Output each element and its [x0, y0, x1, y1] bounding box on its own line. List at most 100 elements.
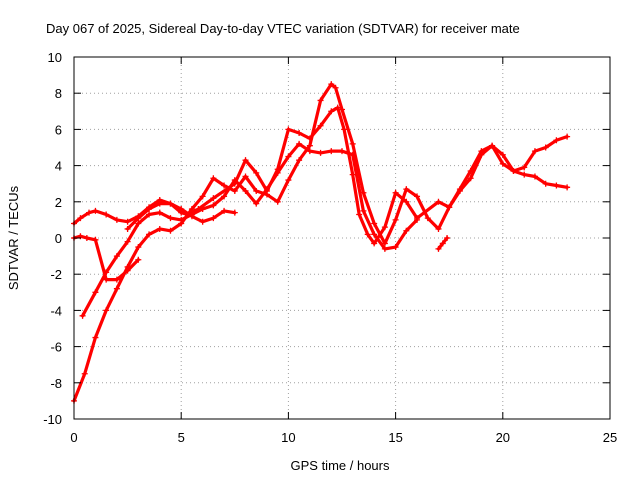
- y-tick-label: 0: [55, 231, 62, 246]
- data-point: [199, 218, 206, 225]
- data-point: [317, 149, 324, 156]
- data-point: [435, 225, 442, 232]
- y-tick-label: -6: [50, 340, 62, 355]
- y-axis-label: SDTVAR / TECUs: [6, 185, 21, 290]
- data-point: [467, 175, 474, 182]
- data-point: [103, 276, 110, 283]
- data-point: [242, 157, 249, 164]
- data-point: [521, 171, 528, 178]
- data-point: [328, 148, 335, 155]
- data-point: [478, 151, 485, 158]
- data-point: [392, 189, 399, 196]
- data-point: [210, 215, 217, 222]
- data-point: [92, 207, 99, 214]
- data-point: [339, 148, 345, 155]
- data-point: [231, 187, 238, 194]
- data-point: [424, 215, 431, 222]
- y-tick-label: 2: [55, 195, 62, 210]
- data-point: [113, 276, 120, 283]
- data-point: [499, 151, 506, 158]
- data-point: [221, 193, 228, 200]
- data-point: [531, 173, 538, 180]
- data-point: [371, 220, 378, 227]
- x-tick-label: 25: [603, 430, 617, 445]
- data-point: [339, 106, 345, 113]
- data-point: [489, 142, 496, 149]
- data-point: [199, 193, 206, 200]
- data-point: [135, 244, 142, 251]
- series-track-4: [81, 142, 419, 318]
- data-point: [92, 236, 99, 243]
- data-point: [439, 240, 446, 247]
- data-point: [103, 211, 110, 218]
- data-point: [542, 180, 549, 187]
- data-point: [178, 216, 185, 223]
- data-point: [381, 224, 388, 231]
- series-track-3: [72, 82, 569, 403]
- x-tick-label: 10: [281, 430, 295, 445]
- data-point: [178, 206, 185, 213]
- data-point: [392, 244, 399, 251]
- data-point: [531, 148, 538, 155]
- data-point: [435, 198, 442, 205]
- data-point: [456, 187, 463, 194]
- data-point: [210, 202, 217, 209]
- data-point: [156, 200, 163, 207]
- data-point: [210, 195, 217, 202]
- data-point: [564, 184, 571, 191]
- data-point: [81, 370, 88, 377]
- data-point: [263, 186, 270, 193]
- data-point: [306, 148, 313, 155]
- data-point: [167, 200, 174, 207]
- data-point: [188, 206, 195, 213]
- data-point: [392, 216, 399, 223]
- data-point: [146, 231, 153, 238]
- y-tick-label: 6: [55, 122, 62, 137]
- data-point: [86, 209, 93, 216]
- y-tick-label: 10: [48, 50, 62, 65]
- data-point: [156, 209, 163, 216]
- data-point: [103, 269, 110, 276]
- y-tick-label: -2: [50, 267, 62, 282]
- data-point: [356, 211, 363, 218]
- data-point: [135, 215, 142, 222]
- data-point: [446, 204, 453, 211]
- data-point: [553, 137, 560, 144]
- data-point: [167, 227, 174, 234]
- data-point: [296, 130, 303, 137]
- data-point: [364, 231, 371, 238]
- data-point: [253, 169, 260, 176]
- x-axis-label: GPS time / hours: [291, 458, 390, 473]
- data-point: [199, 206, 206, 213]
- data-point: [167, 215, 174, 222]
- data-point: [296, 157, 303, 164]
- data-point: [124, 225, 131, 232]
- data-point: [332, 84, 339, 91]
- data-point: [253, 200, 260, 207]
- data-point: [553, 182, 560, 189]
- x-tick-label: 20: [496, 430, 510, 445]
- data-point: [77, 215, 84, 222]
- data-point: [146, 211, 153, 218]
- data-point: [124, 263, 131, 270]
- data-point: [381, 240, 388, 247]
- data-point: [296, 140, 303, 147]
- data-point: [231, 209, 238, 216]
- data-point: [113, 253, 120, 260]
- data-point: [521, 164, 528, 171]
- data-point: [113, 216, 120, 223]
- data-point: [371, 240, 378, 247]
- data-point: [499, 160, 506, 167]
- data-point: [285, 177, 292, 184]
- data-point: [328, 81, 335, 88]
- x-tick-label: 15: [388, 430, 402, 445]
- data-point: [188, 213, 195, 220]
- data-point: [306, 142, 313, 149]
- data-point: [92, 289, 99, 296]
- y-tick-label: -10: [43, 412, 62, 427]
- data-point: [83, 235, 90, 241]
- data-point: [263, 191, 270, 198]
- data-point: [349, 151, 356, 158]
- data-point: [253, 187, 260, 194]
